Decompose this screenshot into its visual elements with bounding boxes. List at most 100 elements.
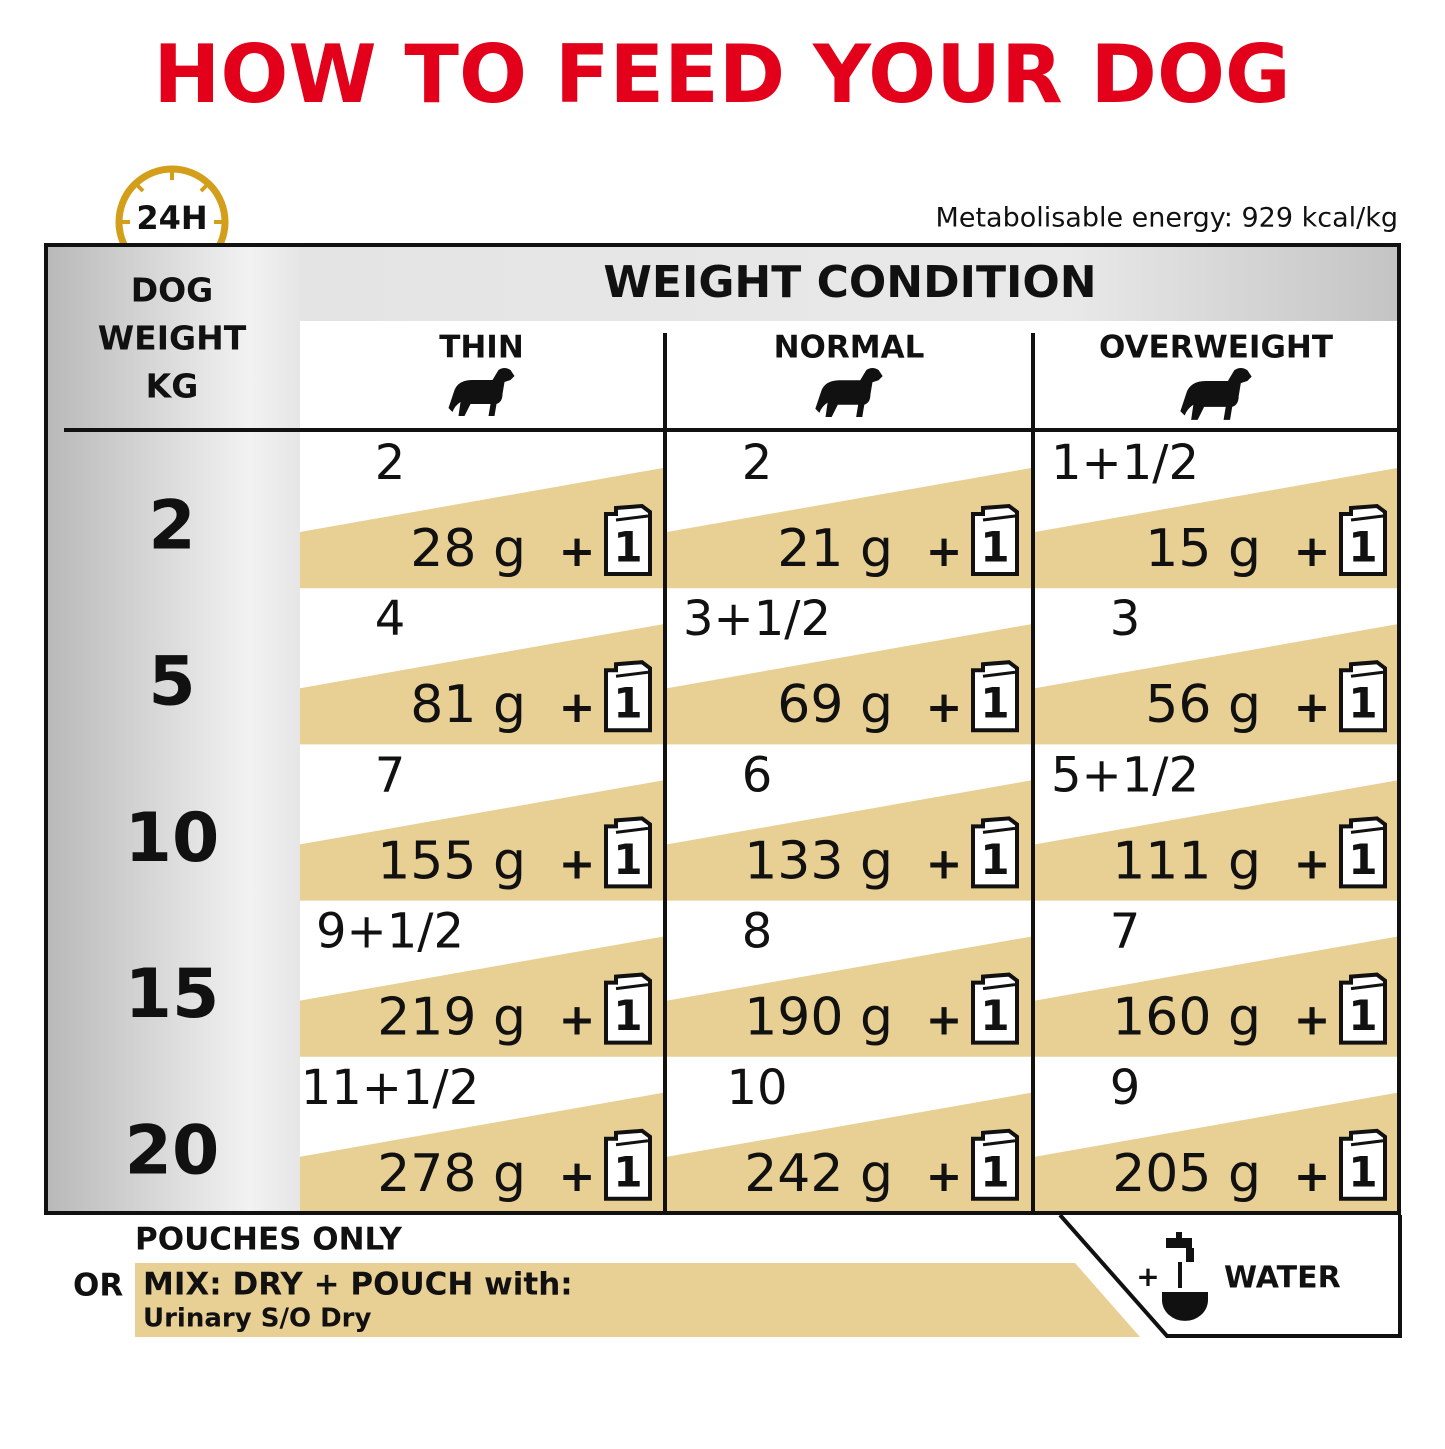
mix-band bbox=[1035, 468, 1397, 589]
pouches-only: POUCHES ONLY bbox=[135, 1222, 402, 1258]
pouch-count: 7 bbox=[375, 747, 406, 803]
pouch-icon bbox=[971, 816, 1019, 889]
dry-amount: 242 g bbox=[744, 1144, 893, 1204]
pouch-label: 1 bbox=[980, 523, 1009, 572]
pouch-icon bbox=[604, 503, 652, 576]
pouch-icon bbox=[604, 660, 652, 733]
dry-amount: 21 g bbox=[777, 519, 893, 579]
plus-sign: + bbox=[1294, 995, 1331, 1046]
water-label: WATER bbox=[1224, 1261, 1341, 1296]
row-header-bg bbox=[48, 247, 300, 1211]
plus-sign: + bbox=[926, 838, 963, 889]
dry-amount: 190 g bbox=[744, 988, 893, 1048]
mix-band bbox=[667, 624, 1031, 745]
plus-sign: + bbox=[926, 1151, 963, 1202]
plus-sign: + bbox=[559, 1151, 596, 1202]
pouch-seal bbox=[982, 670, 1016, 678]
dry-amount: 133 g bbox=[744, 831, 893, 891]
pouch-icon bbox=[971, 1128, 1019, 1201]
weight-label: 10 bbox=[125, 799, 220, 878]
weight-label: 2 bbox=[148, 487, 195, 566]
plus-sign: + bbox=[1294, 1151, 1331, 1202]
mix-band bbox=[300, 468, 663, 589]
pouch-label: 1 bbox=[980, 679, 1009, 728]
pouch-count: 10 bbox=[726, 1060, 787, 1116]
dry-amount: 56 g bbox=[1145, 675, 1261, 735]
pouch-label: 1 bbox=[613, 991, 642, 1040]
plus-sign: + bbox=[1136, 1260, 1159, 1293]
pouch-count: 5+1/2 bbox=[1051, 747, 1199, 803]
pouch-icon bbox=[604, 1128, 652, 1201]
pouch-label: 1 bbox=[980, 991, 1009, 1040]
mix-band bbox=[667, 780, 1031, 901]
plus-sign: + bbox=[559, 995, 596, 1046]
table-border bbox=[44, 243, 1401, 1215]
pouch-label: 1 bbox=[613, 523, 642, 572]
column-header: THIN bbox=[439, 330, 524, 366]
pouch-seal bbox=[982, 826, 1016, 834]
pouch-seal bbox=[1350, 1139, 1384, 1147]
pouch-count: 11+1/2 bbox=[301, 1060, 480, 1116]
title: HOW TO FEED YOUR DOG bbox=[153, 28, 1290, 121]
mix-band bbox=[300, 780, 663, 901]
pouch-label: 1 bbox=[613, 835, 642, 884]
weight-label: 20 bbox=[125, 1111, 220, 1190]
plus-sign: + bbox=[559, 526, 596, 577]
pouch-count: 6 bbox=[742, 747, 773, 803]
pouch-count: 8 bbox=[742, 904, 773, 960]
mix-label: MIX: DRY + POUCH with: bbox=[143, 1267, 573, 1303]
pouch-seal bbox=[982, 983, 1016, 991]
dry-amount: 219 g bbox=[377, 988, 526, 1048]
weight-label: 15 bbox=[125, 955, 220, 1034]
pouch-icon bbox=[604, 972, 652, 1045]
pouch-icon bbox=[971, 972, 1019, 1045]
mix-band bbox=[300, 624, 663, 745]
mix-band bbox=[1035, 1092, 1397, 1213]
pouch-count: 1+1/2 bbox=[1051, 435, 1199, 491]
row-header: KG bbox=[146, 367, 199, 406]
dry-amount: 278 g bbox=[377, 1144, 526, 1204]
pouch-label: 1 bbox=[980, 1147, 1009, 1196]
mix-band bbox=[135, 1263, 1140, 1337]
mix-band bbox=[667, 1092, 1031, 1213]
mix-band bbox=[300, 936, 663, 1057]
dog-icon bbox=[448, 368, 515, 416]
mix-band bbox=[667, 468, 1031, 589]
dog-icon bbox=[815, 368, 883, 417]
plus-sign: + bbox=[559, 838, 596, 889]
row-header: WEIGHT bbox=[98, 319, 247, 358]
water-icon bbox=[1162, 1232, 1208, 1321]
plus-sign: + bbox=[1294, 526, 1331, 577]
pouch-count: 3 bbox=[1110, 591, 1141, 647]
cells bbox=[300, 468, 1397, 1213]
group-header-bg bbox=[300, 247, 1397, 321]
column-header: OVERWEIGHT bbox=[1099, 330, 1333, 366]
pouch-seal bbox=[982, 1139, 1016, 1147]
dry-amount: 15 g bbox=[1145, 519, 1261, 579]
dry-product: Urinary S/O Dry bbox=[143, 1304, 372, 1334]
dry-amount: 28 g bbox=[410, 519, 526, 579]
plus-sign: + bbox=[1294, 838, 1331, 889]
mix-band bbox=[1035, 936, 1397, 1057]
dog-icon bbox=[1180, 368, 1252, 420]
pouch-icon bbox=[1339, 972, 1387, 1045]
dry-amount: 160 g bbox=[1112, 988, 1261, 1048]
pouch-label: 1 bbox=[1348, 679, 1377, 728]
pouch-count: 7 bbox=[1110, 904, 1141, 960]
pouch-seal bbox=[982, 514, 1016, 522]
pouch-label: 1 bbox=[613, 1147, 642, 1196]
pouch-icon bbox=[1339, 816, 1387, 889]
dry-amount: 155 g bbox=[377, 831, 526, 891]
pouch-seal bbox=[615, 1139, 649, 1147]
pouch-label: 1 bbox=[1348, 991, 1377, 1040]
plus-sign: + bbox=[926, 526, 963, 577]
pouch-count: 2 bbox=[375, 435, 406, 491]
pouch-icon bbox=[971, 503, 1019, 576]
pouch-icon bbox=[971, 660, 1019, 733]
pouch-count: 3+1/2 bbox=[683, 591, 831, 647]
dry-amount: 205 g bbox=[1112, 1144, 1261, 1204]
dry-amount: 81 g bbox=[410, 675, 526, 735]
row-header: DOG bbox=[131, 271, 214, 310]
